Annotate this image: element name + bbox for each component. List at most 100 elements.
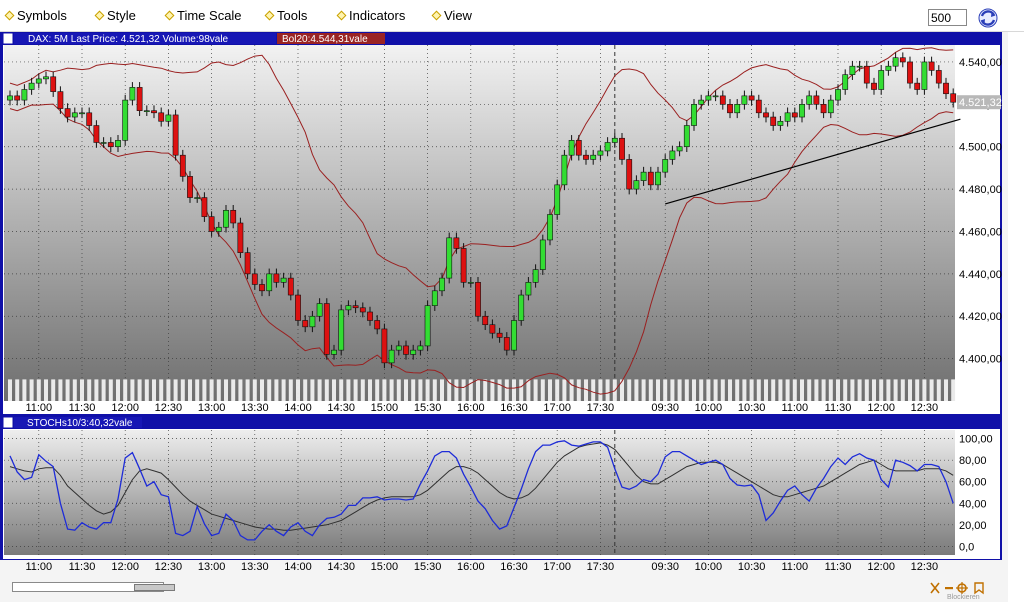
candle-body xyxy=(712,95,719,98)
volume-bar xyxy=(569,379,574,401)
candle-body xyxy=(251,273,258,285)
bar-count-input[interactable] xyxy=(928,9,967,26)
candle-body xyxy=(129,87,136,101)
menu-symbols[interactable]: Symbols xyxy=(4,8,67,23)
bookmark-icon[interactable] xyxy=(974,582,984,595)
candle-body xyxy=(431,290,438,306)
candle-body xyxy=(439,277,445,292)
bollinger-header-text: Bol20:4.544,31vale xyxy=(282,34,368,45)
candle-body xyxy=(784,112,791,122)
candle-body xyxy=(93,125,100,143)
volume-bar xyxy=(706,379,711,401)
candle-body xyxy=(763,112,769,118)
menu-time-scale[interactable]: Time Scale xyxy=(164,8,242,23)
volume-bar xyxy=(22,379,27,401)
candle-body xyxy=(79,112,85,115)
price-time-axis-label: 12:00 xyxy=(867,402,895,414)
candle-body xyxy=(287,277,294,296)
candle-body xyxy=(950,93,957,103)
time-scrollbar-thumb[interactable] xyxy=(134,584,175,591)
volume-bar xyxy=(922,379,927,401)
volume-bar xyxy=(641,379,646,401)
volume-bar xyxy=(80,379,84,401)
candle-body xyxy=(813,95,820,105)
price-time-axis-label: 12:00 xyxy=(111,402,139,414)
menu-style[interactable]: Style xyxy=(94,8,136,23)
candle-body xyxy=(14,95,21,101)
candle-body xyxy=(151,110,157,114)
menu-diamond-icon xyxy=(4,10,15,21)
stoch-time-axis-label: 17:00 xyxy=(543,561,571,573)
candle-body xyxy=(676,146,683,152)
candle-body xyxy=(719,95,726,105)
bollinger-upper-band xyxy=(9,47,954,288)
chart-panes: DAX: 5M Last Price: 4.521,32 Volume:98va… xyxy=(0,32,1002,573)
candle-body xyxy=(619,137,625,160)
volume-bar xyxy=(8,379,12,401)
menu-indicators[interactable]: Indicators xyxy=(336,8,405,23)
price-time-axis-label: 10:00 xyxy=(695,402,723,414)
candle-body xyxy=(309,315,316,328)
volume-bar xyxy=(807,379,812,401)
volume-bar xyxy=(29,379,34,401)
volume-bar xyxy=(454,379,459,401)
volume-bar xyxy=(951,379,956,401)
minus-icon[interactable] xyxy=(945,587,953,590)
candle-body xyxy=(323,303,330,355)
volume-bar xyxy=(490,379,495,401)
candle-body xyxy=(561,154,568,186)
price-header-bar xyxy=(14,33,276,44)
menu-view[interactable]: View xyxy=(431,8,472,23)
candle-body xyxy=(35,78,42,84)
candle-body xyxy=(727,104,733,114)
volume-bar xyxy=(742,379,747,401)
candle-body xyxy=(194,197,201,199)
candle-body xyxy=(849,65,856,75)
volume-bar xyxy=(202,379,207,401)
volume-bar xyxy=(252,379,257,401)
candle-body xyxy=(878,70,885,90)
volume-bar xyxy=(101,379,106,401)
stoch-time-axis-label: 14:30 xyxy=(327,561,355,573)
volume-bar xyxy=(893,379,898,401)
volume-bar xyxy=(72,379,77,401)
stoch-time-axis-label: 14:00 xyxy=(284,561,312,573)
move-icon[interactable] xyxy=(956,582,968,594)
stoch-time-axis-label: 11:00 xyxy=(781,561,808,573)
volume-bar xyxy=(548,379,552,401)
volume-bar xyxy=(476,379,480,401)
candle-body xyxy=(935,70,942,84)
volume-bar xyxy=(663,379,668,401)
menu-tools[interactable]: Tools xyxy=(264,8,307,23)
volume-bar xyxy=(382,379,387,401)
candle-body xyxy=(107,142,114,148)
zoom-out-icon[interactable] xyxy=(930,582,940,594)
candle-body xyxy=(302,320,309,328)
candle-body xyxy=(359,307,366,313)
volume-bar xyxy=(180,379,185,401)
menu-bar: Symbols Style Time Scale Tools Indicator… xyxy=(0,0,1024,32)
candle-body xyxy=(626,159,633,190)
volume-bar xyxy=(260,379,264,401)
candle-body xyxy=(597,150,604,156)
volume-bar xyxy=(879,379,884,401)
candle-body xyxy=(698,99,705,105)
candle-body xyxy=(381,328,388,364)
volume-bar xyxy=(764,379,768,401)
volume-bar xyxy=(44,379,48,401)
candle-body xyxy=(367,311,373,321)
nav-controls xyxy=(930,582,984,595)
volume-bar xyxy=(137,379,142,401)
refresh-icon[interactable] xyxy=(977,7,999,29)
volume-bar xyxy=(900,379,905,401)
candle-body xyxy=(316,303,323,317)
candle-body xyxy=(835,89,841,101)
candle-body xyxy=(179,154,186,177)
time-scrollbar[interactable] xyxy=(12,582,175,592)
volume-bar xyxy=(87,379,92,401)
volume-bar xyxy=(526,379,531,401)
candle-body xyxy=(554,184,561,215)
price-axis-label: 4.540,00 xyxy=(959,57,1002,69)
volume-bar xyxy=(497,379,502,401)
stoch-k-line xyxy=(9,440,954,541)
